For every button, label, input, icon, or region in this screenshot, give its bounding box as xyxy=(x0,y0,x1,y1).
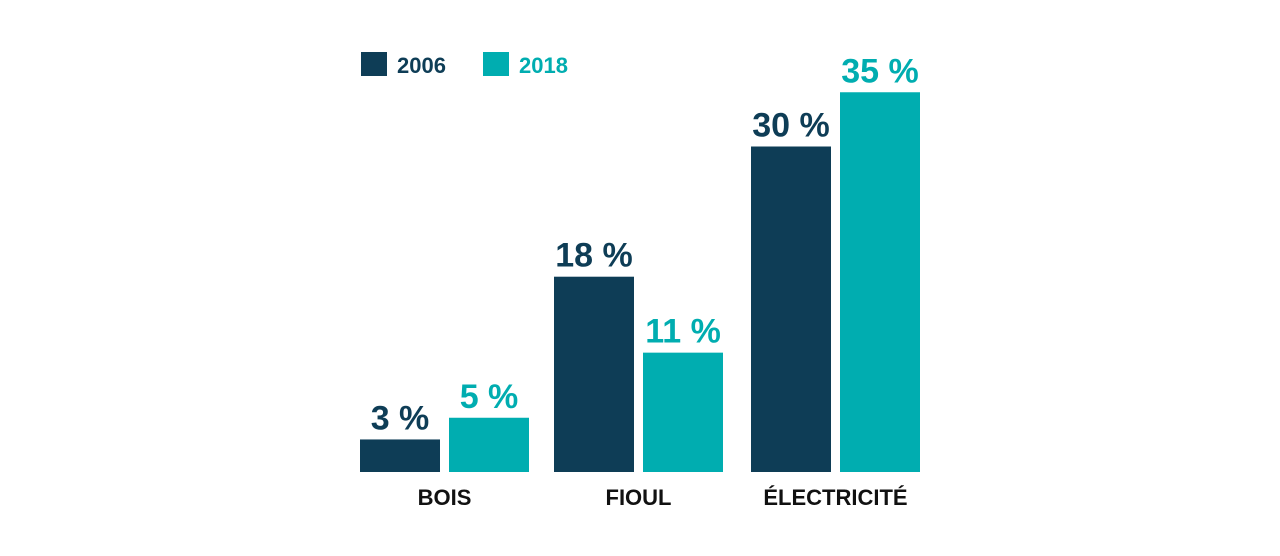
bar-fioul-2018 xyxy=(643,352,723,472)
bar-fioul-2006 xyxy=(554,276,634,472)
legend-swatch-2006 xyxy=(361,52,387,76)
bar-électricité-2018 xyxy=(840,92,920,472)
bar-bois-2018 xyxy=(449,417,529,472)
category-label-2: ÉLECTRICITÉ xyxy=(763,485,907,510)
legend-label-2018: 2018 xyxy=(519,53,568,78)
value-label-électricité-2006: 30 % xyxy=(752,107,830,145)
value-label-fioul-2018: 11 % xyxy=(645,313,721,351)
value-label-bois-2006: 3 % xyxy=(371,399,430,437)
legend-swatch-2018 xyxy=(483,52,509,76)
value-label-électricité-2018: 35 % xyxy=(841,52,919,90)
category-label-1: FIOUL xyxy=(606,485,672,510)
value-labels-group: 3 % 5 % 18 % 11 % 30 % 35 % xyxy=(371,52,919,437)
bar-électricité-2006 xyxy=(751,146,831,472)
value-label-bois-2018: 5 % xyxy=(460,378,519,416)
bar-bois-2006 xyxy=(360,439,440,472)
bars-group xyxy=(360,92,920,472)
category-label-0: BOIS xyxy=(418,485,472,510)
legend-label-2006: 2006 xyxy=(397,53,446,78)
value-label-fioul-2006: 18 % xyxy=(555,237,633,275)
category-labels-group: BOIS FIOUL ÉLECTRICITÉ xyxy=(418,485,908,510)
legend: 2006 2018 xyxy=(361,52,568,78)
